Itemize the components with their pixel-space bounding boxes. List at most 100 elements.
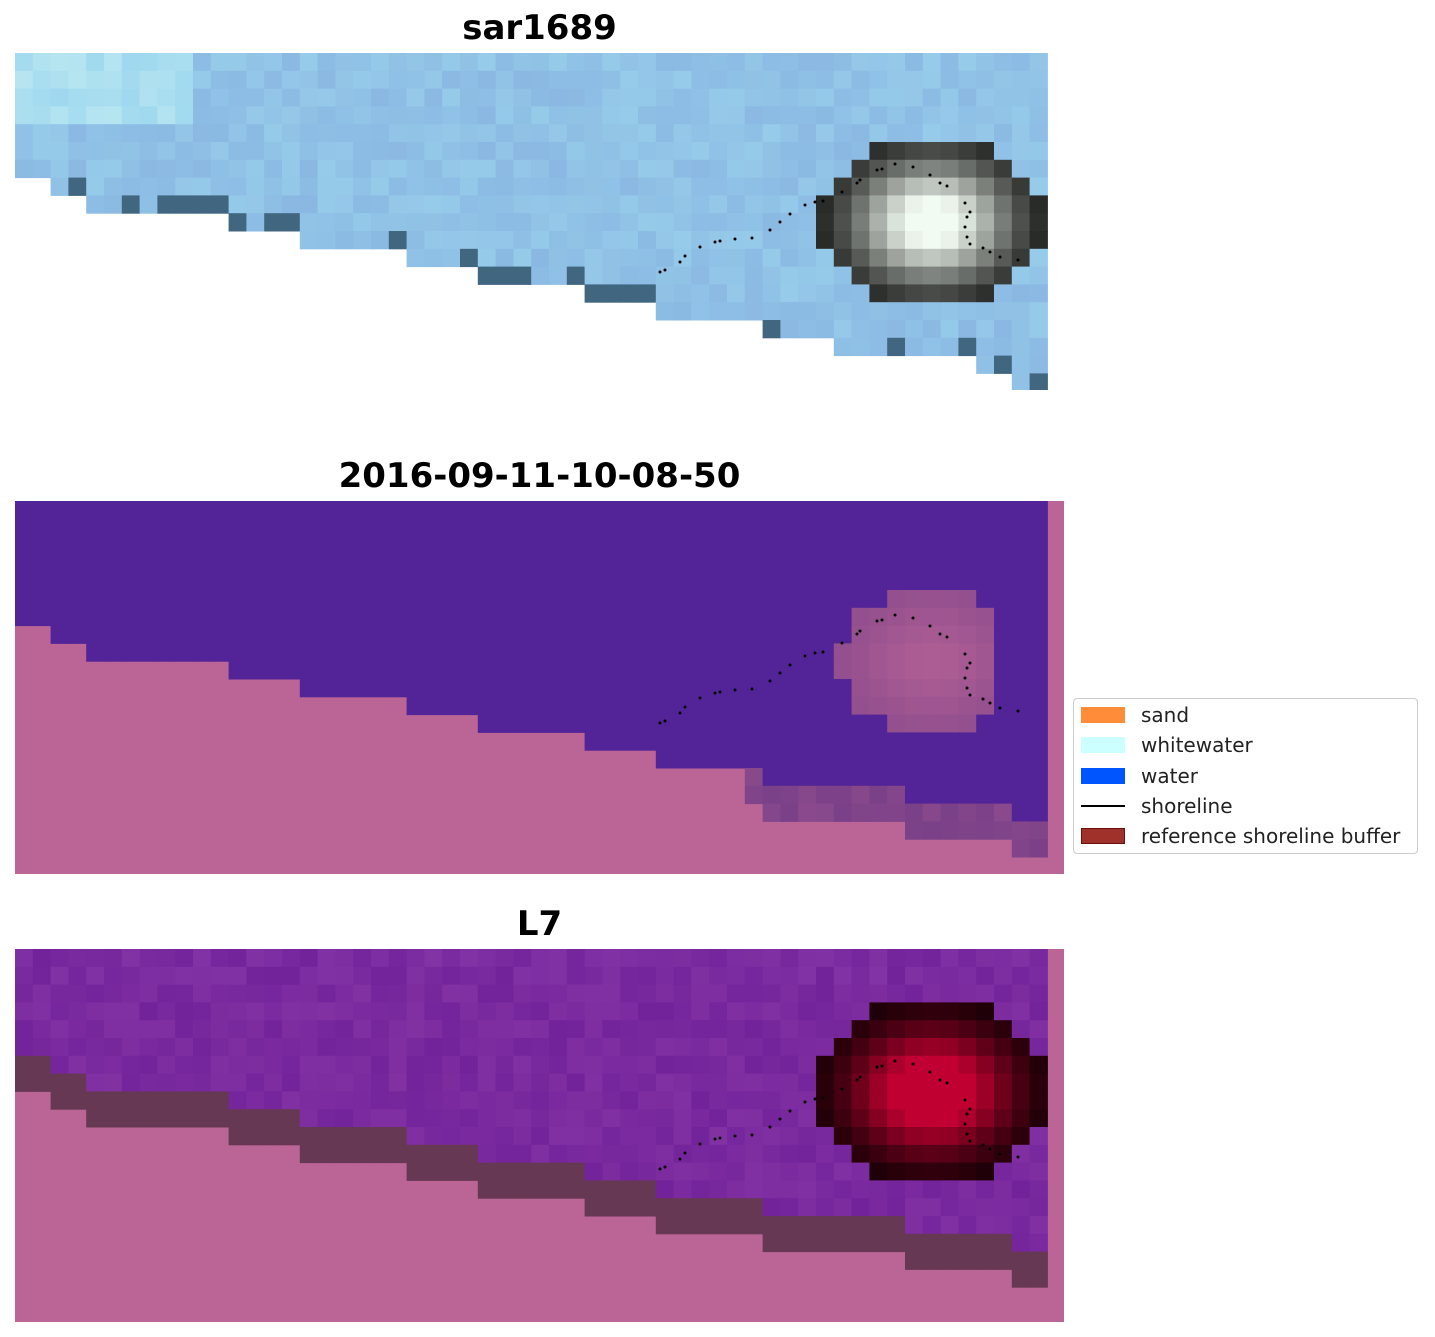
sar-pixel xyxy=(994,355,1013,374)
l7-pixel xyxy=(798,1127,817,1146)
water-pixel xyxy=(816,643,835,662)
l7-pixel xyxy=(68,984,87,1003)
l7-pixel xyxy=(228,1127,247,1146)
l7-pixel xyxy=(68,1091,87,1110)
sar-pixel xyxy=(958,88,977,107)
water-pixel xyxy=(228,607,247,627)
water-pixel xyxy=(816,661,835,680)
l7-pixel xyxy=(691,1162,710,1181)
l7-pixel xyxy=(549,1038,568,1057)
l7-pixel xyxy=(780,1109,799,1128)
l7-pixel xyxy=(460,1055,479,1075)
l7-pixel xyxy=(104,1038,123,1057)
water-pixel xyxy=(584,696,603,716)
mixed-pixel xyxy=(869,785,888,805)
sar-pixel xyxy=(780,53,799,72)
water-pixel xyxy=(887,714,906,733)
l7-pixel xyxy=(531,1091,550,1110)
sar-pixel xyxy=(780,266,799,285)
mixed-pixel xyxy=(762,803,781,822)
l7-pixel xyxy=(584,1073,603,1092)
water-pixel xyxy=(691,679,710,698)
l7-pixel xyxy=(958,1073,977,1092)
sar-pixel xyxy=(495,142,514,161)
l7-pixel xyxy=(798,1055,817,1075)
sar-pixel xyxy=(727,177,746,196)
mixed-pixel xyxy=(833,785,853,805)
l7-pixel xyxy=(193,949,212,968)
l7-pixel xyxy=(531,1055,550,1075)
l7-pixel xyxy=(353,1073,372,1092)
water-pixel xyxy=(531,554,550,573)
l7-pixel xyxy=(1029,1251,1048,1270)
l7-pixel xyxy=(317,1073,336,1092)
sar-pixel xyxy=(798,124,817,143)
sar-pixel xyxy=(887,124,906,143)
mixed-pixel xyxy=(798,785,817,805)
water-pixel xyxy=(958,625,977,644)
l7-pixel xyxy=(246,1055,265,1075)
water-pixel xyxy=(139,572,158,591)
water-pixel xyxy=(602,554,621,573)
sar-pixel xyxy=(727,302,746,321)
l7-pixel xyxy=(139,949,158,968)
water-pixel xyxy=(994,768,1013,787)
shoreline-point xyxy=(988,701,992,705)
water-pixel xyxy=(424,661,443,680)
sar-pixel xyxy=(246,70,265,90)
l7-pixel xyxy=(887,1198,906,1217)
sar-pixel xyxy=(762,53,781,72)
sar-pixel xyxy=(1029,124,1048,143)
sar-pixel xyxy=(68,88,87,107)
l7-pixel xyxy=(68,1020,87,1039)
l7-pixel xyxy=(531,1073,550,1092)
shoreline-point xyxy=(663,719,667,723)
water-pixel xyxy=(798,732,817,751)
water-pixel xyxy=(406,590,425,609)
water-pixel xyxy=(905,679,924,698)
l7-pixel xyxy=(495,1073,514,1092)
l7-pixel xyxy=(958,1216,977,1235)
l7-pixel xyxy=(691,1144,710,1164)
water-pixel xyxy=(1029,768,1048,787)
water-pixel xyxy=(246,625,265,644)
water-pixel xyxy=(566,607,586,627)
l7-pixel xyxy=(246,1073,265,1092)
water-pixel xyxy=(175,643,194,662)
water-pixel xyxy=(193,590,212,609)
l7-pixel xyxy=(1029,1144,1048,1164)
sar-pixel xyxy=(887,302,906,321)
sar-pixel xyxy=(282,124,301,143)
sar-pixel xyxy=(424,231,443,250)
l7-pixel xyxy=(673,1216,692,1235)
l7-pixel xyxy=(495,1038,514,1057)
water-pixel xyxy=(584,679,603,698)
water-pixel xyxy=(495,590,514,609)
shoreline-point xyxy=(938,632,942,636)
sar-pixel xyxy=(566,159,586,179)
sar-pixel xyxy=(602,142,621,161)
l7-pixel xyxy=(922,966,942,986)
l7-pixel xyxy=(1011,949,1031,968)
water-pixel xyxy=(762,572,781,591)
l7-pixel xyxy=(371,1109,390,1128)
water-pixel xyxy=(709,643,728,662)
water-pixel xyxy=(709,501,728,520)
sar-pixel xyxy=(246,142,265,161)
water-pixel xyxy=(460,607,479,627)
water-pixel xyxy=(495,625,514,644)
l7-pixel xyxy=(282,1002,301,1021)
sar-pixel xyxy=(727,70,746,90)
sar-pixel xyxy=(798,142,817,161)
sar-pixel xyxy=(905,284,924,303)
sar-pixel xyxy=(353,106,372,125)
sar-pixel xyxy=(869,266,888,285)
water-pixel xyxy=(976,536,995,555)
l7-pixel xyxy=(371,984,390,1003)
l7-pixel xyxy=(157,1002,176,1021)
l7-pixel xyxy=(851,984,870,1003)
l7-pixel xyxy=(86,949,105,968)
l7-pixel xyxy=(833,1109,853,1128)
l7-pixel xyxy=(246,1038,265,1057)
water-pixel xyxy=(477,643,497,662)
